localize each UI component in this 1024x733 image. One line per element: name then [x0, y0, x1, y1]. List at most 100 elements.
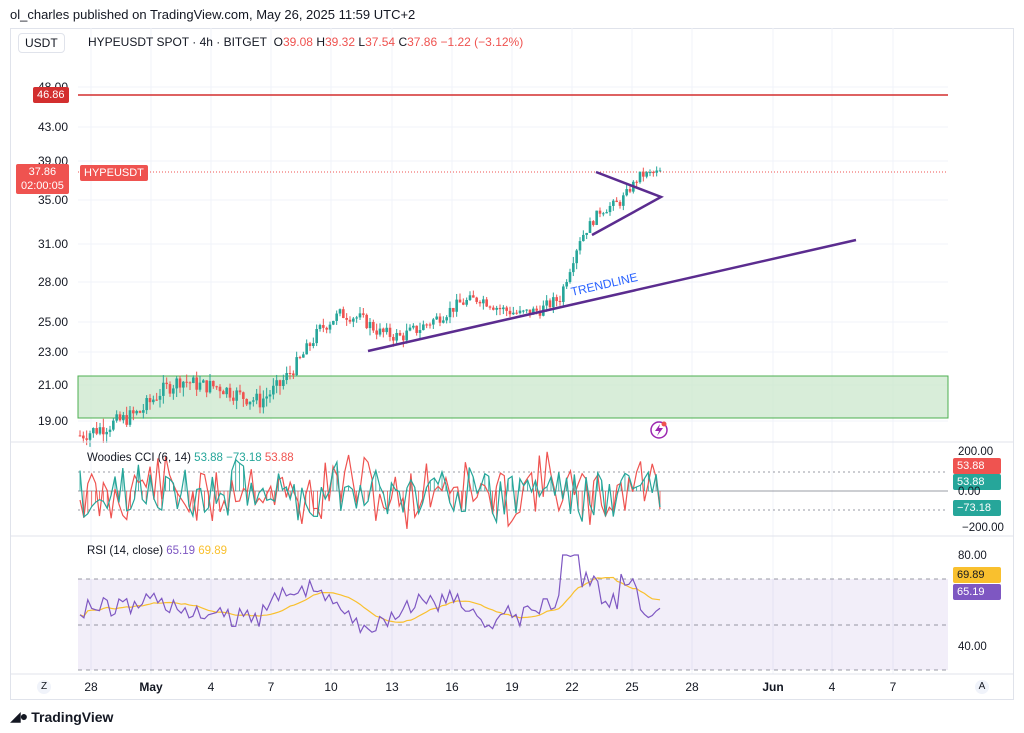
- candle-body: [378, 328, 382, 335]
- candle-body: [525, 309, 528, 311]
- candle-body: [512, 312, 515, 315]
- candle-body: [448, 307, 452, 318]
- cci-tag-teal: 53.88: [953, 474, 1001, 490]
- candle-body: [215, 386, 218, 388]
- rsi-tick-40: 40.00: [958, 641, 987, 653]
- candle-body: [262, 398, 265, 408]
- candle-body: [445, 317, 448, 321]
- candle-body: [545, 300, 548, 306]
- candle-body: [482, 299, 485, 304]
- time-label: 19: [505, 680, 519, 694]
- tradingview-logo: ◢● TradingView: [10, 708, 113, 725]
- candle-body: [462, 302, 465, 305]
- candle-body: [95, 428, 98, 434]
- candle-body: [235, 390, 238, 401]
- cci-title: Woodies CCI (6, 14): [87, 452, 191, 464]
- candle-body: [608, 205, 612, 213]
- candle-body: [275, 380, 278, 386]
- candle-body: [312, 343, 315, 346]
- candle-body: [232, 397, 235, 401]
- legend-header: HYPEUSDT SPOT · 4h · BITGET O39.08 H39.3…: [88, 35, 523, 49]
- support-zone: [77, 375, 949, 419]
- candle-body: [498, 307, 502, 310]
- trendline: [367, 238, 857, 353]
- candle-body: [82, 435, 85, 439]
- candle-body: [182, 381, 185, 388]
- cci-tag-neg: −73.18: [953, 500, 1001, 516]
- currency-button[interactable]: USDT: [18, 33, 65, 53]
- candle-body: [575, 250, 578, 264]
- candle-body: [122, 415, 125, 421]
- auto-scale-right-button[interactable]: A: [975, 680, 989, 694]
- candle-body: [292, 373, 295, 376]
- open-value: 39.08: [282, 35, 313, 49]
- candle-body: [452, 307, 455, 312]
- candle-body: [88, 433, 92, 440]
- price-tick: 35.00: [38, 193, 68, 207]
- rsi-tag-yellow: 69.89: [953, 567, 1001, 583]
- candle-body: [268, 394, 272, 397]
- candle-body: [495, 307, 498, 310]
- low-label: L: [358, 35, 366, 49]
- candle-body: [395, 332, 398, 341]
- candle-body: [372, 321, 375, 331]
- cci-histogram: [79, 459, 661, 523]
- candle-body: [228, 387, 232, 398]
- candle-body: [555, 297, 558, 302]
- rsi-line: [79, 554, 661, 635]
- candle-body: [645, 172, 648, 177]
- publish-line: ol_charles published on TradingView.com,…: [10, 7, 416, 22]
- candle-body: [202, 380, 205, 383]
- candle-body: [132, 410, 135, 414]
- candle-body: [328, 324, 332, 330]
- candle-body: [92, 428, 95, 434]
- candle-body: [408, 327, 412, 331]
- candle-body: [278, 380, 282, 386]
- candle-body: [405, 330, 408, 341]
- candle-body: [308, 343, 312, 346]
- candle-body: [418, 330, 422, 333]
- candle-body: [625, 189, 628, 196]
- time-label: 16: [445, 680, 459, 694]
- candle-body: [198, 382, 202, 390]
- candle-body: [458, 299, 462, 303]
- candle-body: [658, 170, 662, 172]
- candle-body: [128, 410, 132, 425]
- rsi-v2: 69.89: [198, 545, 228, 557]
- candle-body: [522, 310, 525, 312]
- auto-scale-left-button[interactable]: Z: [37, 680, 51, 694]
- candle-body: [622, 195, 625, 206]
- candle-body: [465, 299, 468, 305]
- rsi-legend: RSI (14, close) 65.19 69.89: [87, 545, 227, 557]
- candle-body: [412, 325, 415, 328]
- candle-body: [255, 393, 258, 401]
- candle-body: [265, 396, 268, 399]
- candle-body: [145, 398, 148, 411]
- candle-body: [548, 300, 552, 308]
- candle-body: [628, 189, 632, 192]
- low-value: 37.54: [365, 35, 396, 49]
- candle-body: [152, 399, 155, 403]
- candle-body: [212, 380, 215, 387]
- candle-body: [338, 309, 342, 314]
- candle-body: [598, 210, 602, 214]
- candle-body: [558, 301, 562, 303]
- candle-body: [362, 313, 365, 315]
- candle-body: [142, 410, 145, 413]
- candle-body: [248, 401, 252, 405]
- price-tick: 23.00: [38, 345, 68, 359]
- candle-body: [655, 170, 658, 173]
- close-label: C: [398, 35, 408, 49]
- candle-body: [532, 308, 535, 315]
- time-label: 25: [625, 680, 639, 694]
- candle-body: [208, 380, 212, 393]
- candle-body: [402, 335, 405, 341]
- candle-body: [345, 317, 348, 320]
- candle-body: [585, 232, 588, 235]
- candle-body: [295, 357, 298, 376]
- candle-body: [205, 380, 208, 393]
- symbol-tag: HYPEUSDT: [80, 165, 148, 181]
- candle-body: [172, 388, 175, 394]
- candle-body: [188, 382, 192, 384]
